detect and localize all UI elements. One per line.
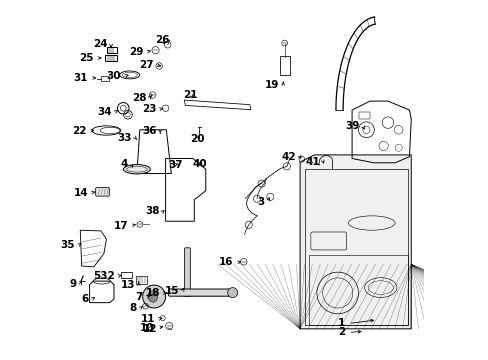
FancyBboxPatch shape	[96, 188, 109, 196]
Text: 41: 41	[305, 157, 319, 167]
Text: 29: 29	[129, 46, 143, 57]
Text: 33: 33	[117, 133, 131, 143]
Text: 26: 26	[155, 35, 169, 45]
Text: 1: 1	[337, 319, 344, 328]
Circle shape	[142, 285, 165, 308]
Text: 22: 22	[72, 126, 86, 135]
Text: 9: 9	[70, 279, 77, 289]
Ellipse shape	[123, 165, 150, 174]
Text: 2: 2	[337, 327, 344, 337]
Text: 3: 3	[257, 197, 264, 207]
Text: 11: 11	[141, 314, 155, 324]
FancyBboxPatch shape	[168, 289, 234, 296]
Text: 4: 4	[121, 159, 128, 169]
Text: 7: 7	[135, 292, 142, 302]
Text: 28: 28	[131, 93, 146, 103]
Text: 8: 8	[129, 303, 137, 313]
Text: 20: 20	[189, 135, 204, 144]
Polygon shape	[300, 155, 410, 329]
Text: 35: 35	[60, 240, 75, 250]
Ellipse shape	[148, 291, 157, 302]
Text: 14: 14	[74, 188, 88, 198]
Text: 36: 36	[142, 126, 156, 135]
Text: 27: 27	[139, 60, 153, 70]
Text: 12: 12	[142, 324, 157, 334]
Text: 10: 10	[140, 323, 154, 333]
Text: 30: 30	[106, 71, 121, 81]
Text: 16: 16	[218, 257, 233, 267]
Text: 6: 6	[81, 294, 88, 304]
Text: 13: 13	[121, 280, 135, 290]
Circle shape	[227, 288, 237, 298]
Text: 42: 42	[281, 152, 296, 162]
Text: 34: 34	[97, 107, 112, 117]
Text: 19: 19	[264, 80, 279, 90]
Text: 40: 40	[192, 159, 206, 169]
Text: 18: 18	[146, 288, 160, 298]
Text: 31: 31	[73, 73, 88, 83]
Text: 38: 38	[145, 206, 160, 216]
Text: 23: 23	[142, 104, 156, 114]
Text: 17: 17	[113, 221, 128, 230]
Text: 21: 21	[183, 90, 198, 100]
Text: 39: 39	[344, 121, 359, 131]
Text: 37: 37	[168, 159, 183, 170]
Text: 24: 24	[93, 39, 107, 49]
Text: 532: 532	[94, 271, 115, 281]
FancyBboxPatch shape	[184, 248, 190, 297]
Text: 25: 25	[79, 53, 94, 63]
Text: 15: 15	[164, 286, 179, 296]
